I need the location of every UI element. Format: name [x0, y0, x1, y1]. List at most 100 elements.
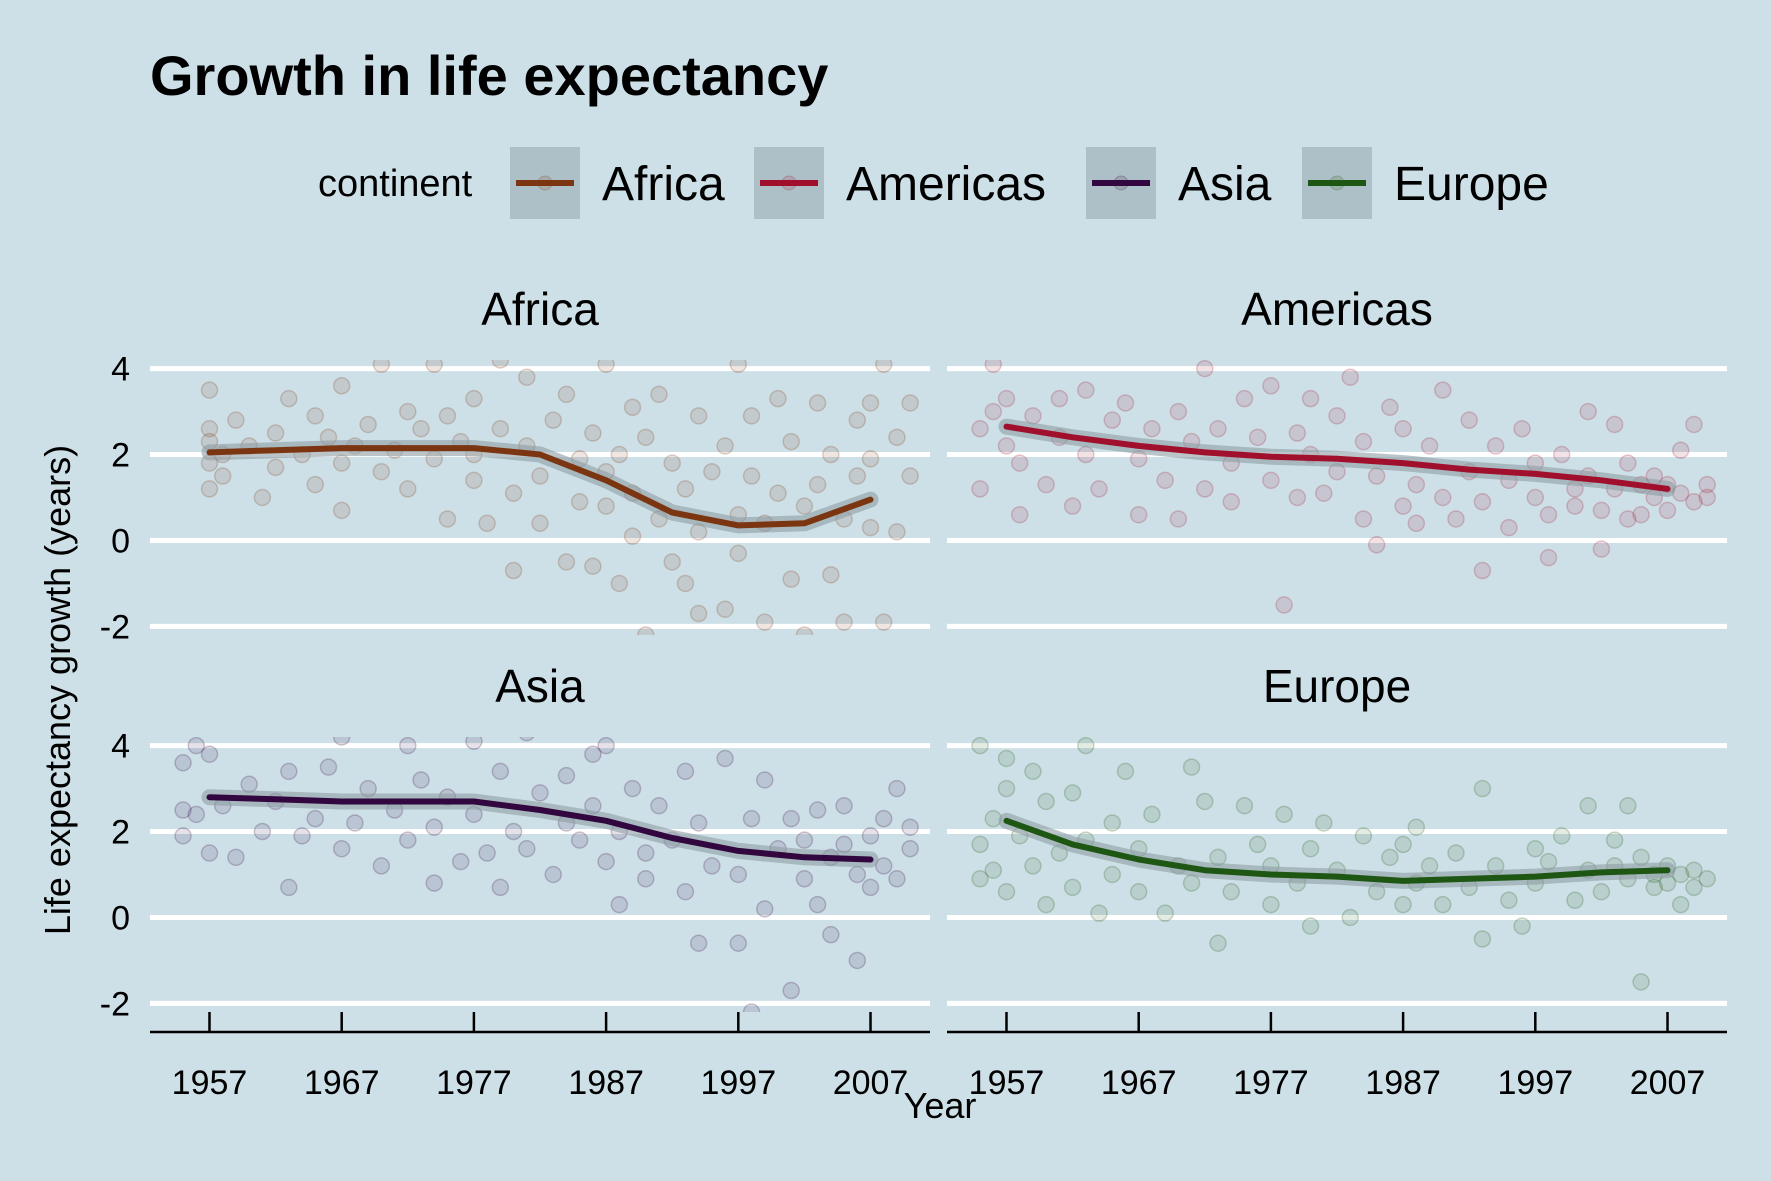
data-point: [1473, 930, 1492, 948]
data-point: [901, 818, 919, 836]
data-point: [1354, 827, 1373, 845]
data-point: [597, 852, 615, 871]
data-point: [1288, 488, 1307, 507]
data-point: [519, 737, 535, 742]
data-point: [997, 779, 1016, 798]
data-point: [1235, 797, 1254, 815]
data-point: [637, 844, 655, 862]
data-point: [200, 745, 219, 763]
data-point: [848, 951, 867, 970]
data-point: [1526, 488, 1545, 507]
points: [174, 737, 919, 1012]
data-point: [1539, 852, 1558, 871]
data-point: [412, 420, 430, 438]
data-point: [451, 852, 470, 871]
data-point: [888, 870, 906, 888]
data-point: [399, 737, 417, 755]
data-point: [1222, 493, 1240, 511]
data-point: [425, 818, 443, 836]
data-point: [346, 814, 364, 832]
data-point: [412, 771, 430, 789]
data-point: [332, 377, 351, 395]
x-tick-label: 1957: [172, 1064, 248, 1102]
smooth-line: [1003, 423, 1671, 492]
data-point: [848, 467, 867, 485]
x-tick-label: 1997: [1497, 1064, 1573, 1102]
data-point: [729, 934, 748, 952]
data-point: [769, 484, 787, 502]
data-point: [1407, 818, 1426, 836]
data-point: [1262, 377, 1280, 395]
data-point: [703, 462, 721, 481]
data-point: [1566, 497, 1584, 515]
data-point: [1685, 861, 1703, 879]
data-point: [518, 368, 536, 386]
data-point: [1196, 480, 1214, 498]
data-point: [1063, 497, 1082, 515]
data-point: [1500, 518, 1518, 537]
data-point: [808, 475, 827, 494]
data-point: [399, 831, 417, 849]
data-point: [1500, 891, 1518, 910]
data-point: [1315, 814, 1333, 832]
smooth-line: [206, 794, 874, 863]
data-point: [584, 745, 602, 763]
data-point: [425, 360, 443, 374]
data-point: [1288, 424, 1307, 442]
data-point: [1222, 882, 1240, 901]
data-point: [570, 493, 589, 511]
x-tick-label: 1987: [568, 1064, 644, 1102]
data-point: [703, 857, 721, 875]
data-point: [584, 424, 602, 442]
data-point: [1367, 467, 1386, 485]
data-point: [1552, 445, 1571, 464]
data-point: [1063, 784, 1082, 802]
data-point: [1315, 484, 1333, 502]
data-point: [623, 779, 642, 798]
data-point: [187, 737, 206, 755]
data-point: [835, 797, 853, 815]
data-point: [1341, 908, 1359, 927]
data-point: [861, 450, 880, 468]
data-point: [280, 389, 298, 408]
data-point: [848, 865, 867, 884]
data-point: [1671, 441, 1690, 459]
data-point: [253, 488, 272, 507]
data-point: [557, 385, 576, 404]
facet-title: Americas: [1241, 283, 1433, 335]
data-point: [742, 467, 761, 485]
y-tick-label: 0: [111, 522, 130, 560]
data-point: [531, 514, 549, 533]
data-point: [1619, 797, 1637, 815]
data-point: [1605, 831, 1624, 849]
data-point: [1182, 758, 1201, 776]
data-point: [597, 737, 615, 755]
data-point: [623, 398, 642, 417]
data-point: [795, 626, 814, 635]
data-point: [874, 857, 893, 875]
data-point: [729, 865, 748, 884]
data-point: [1526, 839, 1545, 858]
data-point: [1566, 891, 1584, 910]
data-point: [822, 925, 840, 944]
facet-africa: Africa 4 2 0 -2: [100, 283, 930, 646]
data-point: [253, 822, 272, 841]
data-point: [1077, 381, 1095, 399]
data-point: [782, 809, 800, 828]
data-point: [1341, 368, 1359, 386]
data-point: [200, 480, 219, 498]
data-point: [742, 809, 761, 828]
data-point: [1447, 510, 1465, 528]
data-point: [795, 497, 814, 515]
data-point: [1156, 471, 1174, 490]
legend-item-asia: Asia: [1086, 147, 1272, 219]
data-point: [1143, 420, 1161, 438]
data-point: [637, 870, 655, 888]
data-point: [1050, 389, 1069, 408]
data-point: [1143, 805, 1161, 824]
data-point: [1129, 882, 1148, 901]
data-point: [332, 501, 351, 520]
data-point: [1116, 762, 1135, 781]
data-point: [227, 848, 245, 867]
x-tick-label: 1977: [1233, 1064, 1309, 1102]
